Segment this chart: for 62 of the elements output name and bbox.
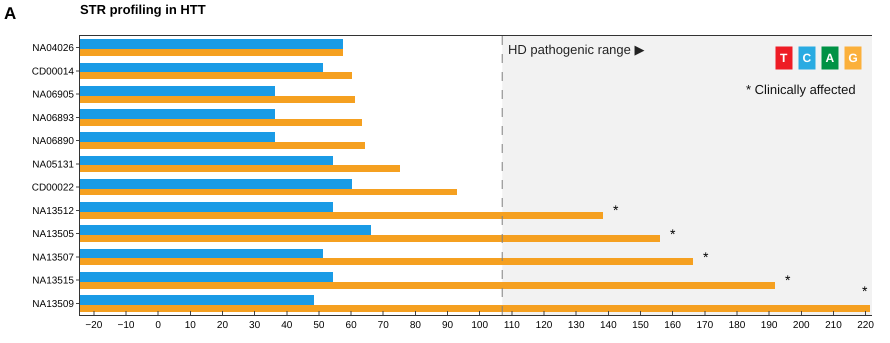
x-tick-label: 180 — [728, 320, 746, 331]
x-tick-label: 90 — [442, 320, 454, 331]
x-tick-label: 0 — [155, 320, 162, 331]
x-tick-label: 40 — [281, 320, 293, 331]
annotation: A — [826, 51, 834, 65]
x-tick-label: 190 — [760, 320, 778, 331]
y-tick-label: NA06905 — [32, 90, 74, 101]
x-tick-label: 100 — [471, 320, 488, 331]
bar — [80, 189, 457, 195]
annotation: * — [670, 226, 676, 242]
bar — [80, 49, 343, 56]
bar — [80, 72, 352, 79]
annotation: T — [780, 51, 788, 65]
bar — [80, 142, 365, 149]
x-tick-label: 200 — [792, 320, 810, 331]
bar — [80, 165, 400, 172]
x-tick-label: 70 — [378, 320, 390, 331]
bar — [80, 282, 775, 289]
x-tick-label: 150 — [632, 320, 650, 331]
y-tick-label: CD00022 — [32, 182, 74, 194]
x-tick-label: −20 — [85, 320, 103, 331]
x-tick-label: 130 — [568, 320, 585, 331]
y-tick-label: NA13505 — [32, 229, 74, 240]
x-tick-label: 140 — [600, 320, 618, 331]
y-tick-label: NA04026 — [32, 43, 74, 54]
x-tick-label: 80 — [410, 320, 422, 331]
band-label: HD pathogenic range ▶ — [508, 42, 644, 57]
x-tick-label: −10 — [117, 320, 135, 331]
annotation: G — [848, 51, 858, 65]
bar — [80, 235, 660, 242]
x-tick-label: 160 — [664, 320, 682, 331]
text: A — [4, 4, 16, 23]
y-tick-label: NA13509 — [32, 298, 74, 310]
bar — [80, 305, 870, 312]
annotation: C — [802, 51, 812, 65]
x-tick-label: 170 — [696, 320, 714, 331]
bar — [80, 212, 603, 219]
annotation: * — [703, 249, 709, 265]
x-tick-label: 60 — [346, 320, 358, 331]
y-tick-label: NA13507 — [32, 252, 74, 264]
annotation: * — [613, 202, 619, 218]
x-tick-label: 10 — [184, 320, 196, 331]
y-tick-label: NA06890 — [32, 136, 74, 148]
bar — [80, 119, 362, 126]
x-tick-label: 220 — [857, 320, 874, 331]
x-tick-label: 110 — [504, 320, 520, 331]
y-tick-label: NA13512 — [32, 206, 74, 217]
chart-title: STR profiling in HTT — [80, 2, 206, 18]
annotation: * — [785, 272, 791, 288]
bar — [80, 258, 693, 265]
annotation: * — [862, 283, 868, 299]
y-tick-label: CD00014 — [32, 66, 74, 78]
annotation: * Clinically affected — [746, 82, 856, 97]
bar — [80, 96, 355, 103]
x-tick-label: 210 — [825, 320, 842, 331]
x-tick-label: 20 — [216, 320, 228, 331]
y-tick-label: NA13515 — [32, 276, 74, 287]
y-tick-label: NA05131 — [32, 159, 74, 170]
y-tick-label: NA06893 — [32, 112, 74, 124]
x-tick-label: 30 — [249, 320, 261, 331]
x-tick-label: 120 — [536, 320, 553, 331]
x-tick-label: 50 — [313, 320, 325, 331]
